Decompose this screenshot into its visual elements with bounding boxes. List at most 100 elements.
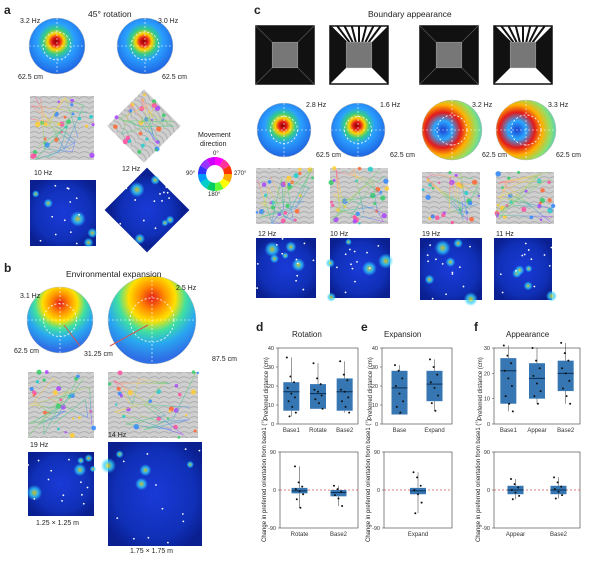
- chart-e-distance-ytick-label: 0: [375, 422, 378, 428]
- chart-e-distance-ytick-label: 20: [372, 384, 378, 390]
- panel-c-apparatus-2-stripe: [361, 25, 368, 43]
- panel-a-trajectory-1-spike: [33, 153, 37, 157]
- panel-a-ratemap-1-hotspot: [32, 190, 40, 198]
- panel-c-ratemap-1: [256, 237, 316, 298]
- panel-c-trajectory-2-path: [334, 179, 385, 223]
- panel-b-trajectory-1-spike: [64, 431, 67, 434]
- panel-c-trajectory-1-path: [259, 174, 310, 218]
- panel-c-apparatus-4-floor: [509, 41, 537, 69]
- panel-b-trajectory-2-path: [113, 379, 190, 430]
- chart-d-distance-point: [343, 390, 346, 393]
- panel-c-ratemap-2-object: [366, 251, 368, 254]
- chart-f-distance-point: [532, 374, 535, 377]
- chart-d-distance-point: [339, 360, 342, 363]
- panel-a-ratemap-1-object: [51, 215, 54, 218]
- panel-b-ratemap-1-object: [27, 464, 30, 466]
- panel-c-trajectory-4-spike: [547, 180, 551, 184]
- panel-b-ratemap-2-hotspot: [139, 464, 152, 477]
- panel-a-ratemap-2-object: [142, 219, 145, 222]
- panel-c-trajectory-2: [328, 166, 390, 225]
- chart-f-distance-box: [529, 363, 545, 399]
- panel-c-ratemap-1-hotspot: [291, 258, 306, 272]
- panel-b-trajectory-1-path: [27, 377, 84, 437]
- chart-d-distance: [276, 347, 359, 425]
- chart-f-ylabel: Preferred distance (cm): [478, 357, 484, 420]
- chart-f2-ylabel: Change in preferred orientation from bas…: [476, 419, 482, 542]
- chart-d-distance-box: [336, 378, 353, 411]
- panel-a-trajectory-1-spike: [63, 115, 67, 119]
- panel-a-polar-2: [116, 17, 174, 75]
- panel-b-trajectory-2-spike: [156, 416, 162, 421]
- panel-c-trajectory-4-spike: [539, 218, 543, 222]
- chart-e-distance-xtick-label: Expand: [424, 428, 444, 434]
- panel-c-ratemap-1-object: [295, 279, 297, 282]
- panel-c-apparatus-4-stripe: [528, 25, 539, 43]
- panel-b-trajectory-1-spike: [57, 427, 60, 431]
- panel-b-ratemap-1-object: [68, 458, 70, 461]
- chart-d-distance-point: [286, 386, 289, 389]
- panel-c-ratemap-3-hotspot: [445, 257, 456, 267]
- chart-f-distance-point: [561, 387, 564, 390]
- chart-f-orientation-point: [518, 494, 521, 497]
- chart-d-orientation-point: [302, 493, 305, 496]
- chart-e-distance-ytick-label: 30: [372, 365, 378, 371]
- panel-c-trajectory-4-path: [499, 179, 553, 223]
- chart-f-orientation-ytick-label: 90: [484, 450, 490, 456]
- chart-d-distance-point: [285, 356, 288, 359]
- chart-d-distance-xtick-label: Base1: [283, 428, 301, 434]
- chart-d-distance-point: [289, 375, 292, 378]
- panel-c-rate-polar-3: 3.2 Hz: [472, 102, 493, 109]
- panel-c-trajectory-4-path: [496, 177, 554, 213]
- panel-c-ratemap-4-object: [527, 249, 530, 251]
- panel-a-trajectory-1-spike: [57, 100, 61, 104]
- panel-c-trajectory-1-spike: [311, 176, 314, 180]
- panel-c-ratemap-4-hotspot: [523, 281, 533, 291]
- chart-d-distance-point: [348, 411, 351, 414]
- panel-a-ratemap-1-object: [78, 213, 80, 216]
- panel-c-trajectory-2-spike: [383, 178, 389, 184]
- chart-e-distance-ytick-label: 10: [372, 403, 378, 409]
- chart-d-orientation-point: [294, 465, 296, 468]
- chart-f-orientation-xtick-label: Base2: [550, 532, 568, 538]
- chart-d-distance-point: [294, 411, 297, 414]
- panel-label-d: d: [256, 320, 264, 334]
- chart-e-orientation-point: [414, 512, 417, 515]
- chart-e-distance-point: [399, 411, 402, 414]
- chart-f-distance-point: [507, 377, 510, 380]
- legend-deg-270: 270°: [234, 171, 247, 177]
- panel-c-ratemap-1-object: [312, 259, 315, 262]
- panel-c-ratemap-2-object: [344, 253, 347, 256]
- panel-c-apparatus-4-wall-right: [535, 26, 552, 84]
- panel-c-ratemap-1-object: [295, 258, 298, 261]
- chart-d-orientation-xtick-label: Rotate: [291, 532, 309, 538]
- chart-f-orientation-point: [510, 478, 512, 481]
- panel-c-trajectory-1-spike: [293, 172, 299, 179]
- chart-d-distance-point: [342, 373, 345, 376]
- panel-c-apparatus-3-floor: [435, 41, 463, 69]
- panel-a-ratemap-1-object: [66, 187, 69, 190]
- chart-e-distance-point: [437, 394, 440, 397]
- panel-c-polar-3: [421, 99, 483, 161]
- panel-c-trajectory-1-spike: [261, 182, 267, 187]
- panel-b-polar-1: [26, 286, 94, 354]
- panel-b-trajectory-1-spike: [52, 390, 58, 396]
- panel-b-ratemap-2-object: [132, 537, 135, 540]
- chart-f-distance-point: [568, 379, 571, 382]
- chart-e-distance-point: [401, 377, 404, 380]
- legend-title-line2: direction: [200, 141, 227, 148]
- chart-f-distance-point: [565, 395, 568, 398]
- panel-c-distance-2: 62.5 cm: [390, 152, 415, 159]
- panel-b-ratemap-2-object: [147, 536, 150, 539]
- chart-e-distance-point: [430, 402, 433, 405]
- panel-b-size-1: 1.25 × 1.25 m: [36, 520, 80, 527]
- panel-b-ratemap-1-object: [50, 469, 53, 472]
- legend-wheel-segment: [198, 174, 208, 183]
- chart-f-orientation-point: [553, 476, 555, 479]
- chart-d-distance-point: [290, 392, 293, 395]
- chart-f-orientation: [492, 451, 581, 529]
- chart-e-orientation-xtick-label: Expand: [408, 532, 428, 538]
- panel-c-apparatus-1: [255, 25, 315, 85]
- panel-c-ratemap-3-object: [441, 262, 444, 265]
- panel-a-rate-map-2: 12 Hz: [122, 166, 141, 173]
